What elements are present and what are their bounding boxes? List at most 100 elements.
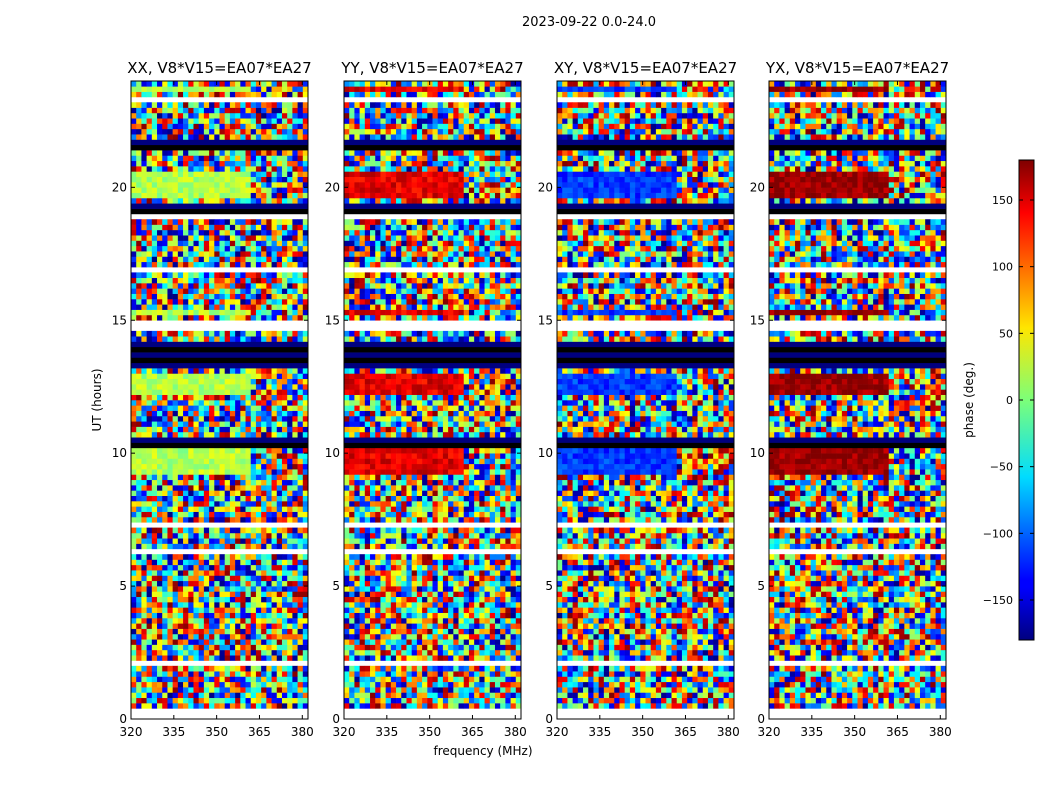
heatmap-cell <box>364 633 371 640</box>
heatmap-cell <box>271 692 278 699</box>
heatmap-cell <box>276 511 283 518</box>
heatmap-cell <box>188 415 194 422</box>
heatmap-cell <box>375 644 381 651</box>
heatmap-cell <box>198 516 205 523</box>
heatmap-cell <box>292 81 298 87</box>
heatmap-cell <box>448 463 454 470</box>
heatmap-cell <box>349 495 355 502</box>
heatmap-cell <box>136 155 142 162</box>
heatmap-cell <box>198 607 205 613</box>
heatmap-cell <box>255 453 262 459</box>
heatmap-cell <box>479 596 485 603</box>
heatmap-cell <box>245 272 252 279</box>
heatmap-cell <box>276 81 283 87</box>
heatmap-cells <box>344 81 522 709</box>
heatmap-cell <box>302 245 309 252</box>
heatmap-cell <box>494 628 501 635</box>
heatmap-cell <box>240 224 246 231</box>
heatmap-cell <box>276 681 283 688</box>
heatmap-cell <box>131 330 137 337</box>
heatmap-cell <box>261 559 267 566</box>
heatmap-cell <box>375 554 381 560</box>
heatmap-cell <box>146 166 153 172</box>
heatmap-cell <box>380 633 386 640</box>
heatmap-cell <box>422 479 428 486</box>
heatmap-cell <box>292 86 298 92</box>
heatmap-cell <box>354 703 360 709</box>
heatmap-cell <box>172 586 179 592</box>
heatmap-cell <box>183 283 189 289</box>
heatmap-cell <box>396 681 402 688</box>
heatmap-cell <box>494 703 501 709</box>
heatmap-cell <box>219 118 226 124</box>
heatmap-cell <box>297 336 304 342</box>
heatmap-cell <box>209 703 215 709</box>
heatmap-cell <box>193 86 199 92</box>
heatmap-cell <box>183 150 189 156</box>
heatmap-cell <box>302 155 309 162</box>
heatmap-cell <box>484 554 491 560</box>
heatmap-cell <box>131 155 137 162</box>
heatmap-cell <box>261 192 267 199</box>
heatmap-cell <box>131 187 137 193</box>
heatmap-cell <box>515 527 522 534</box>
heatmap-cell <box>500 655 506 661</box>
heatmap-cell <box>266 245 272 252</box>
heatmap-cell <box>131 628 137 635</box>
heatmap-cell <box>224 415 231 422</box>
heatmap-cell <box>292 676 298 683</box>
heatmap-cell <box>281 405 288 411</box>
heatmap-cell <box>515 703 522 709</box>
heatmap-cell <box>177 384 184 390</box>
heatmap-cell <box>427 586 433 592</box>
heatmap-cell <box>255 580 262 587</box>
heatmap-cell <box>458 458 465 465</box>
heatmap-cell <box>255 543 262 550</box>
heatmap-cell <box>255 612 262 619</box>
heatmap-cell <box>177 607 184 613</box>
heatmap-cell <box>276 469 283 475</box>
heatmap-cell <box>172 288 179 294</box>
heatmap-cell <box>427 458 433 465</box>
heatmap-cell <box>448 527 454 534</box>
heatmap-cell <box>224 447 231 454</box>
heatmap-cell <box>344 596 350 603</box>
heatmap-cell <box>364 703 371 709</box>
heatmap-cell <box>266 118 272 124</box>
heatmap-cell <box>235 431 241 438</box>
heatmap-cell <box>198 368 205 374</box>
heatmap-cell <box>136 543 142 550</box>
heatmap-cell <box>240 235 246 241</box>
heatmap-cell <box>250 378 257 385</box>
heatmap-cell <box>151 112 158 119</box>
heatmap-cell <box>396 671 402 677</box>
heatmap-cell <box>188 543 194 550</box>
heatmap-cell <box>141 649 147 656</box>
heatmap-cell <box>416 607 423 613</box>
heatmap-cell <box>172 309 179 316</box>
heatmap-cell <box>167 458 173 465</box>
heatmap-cell <box>193 224 199 231</box>
heatmap-cell <box>235 703 241 709</box>
heatmap-cell <box>177 495 184 502</box>
heatmap-cell <box>448 586 454 592</box>
heatmap-cell <box>416 474 423 481</box>
heatmap-cell <box>141 692 147 699</box>
heatmap-cell <box>198 373 205 380</box>
heatmap-cell <box>489 479 496 486</box>
heatmap-cell <box>172 692 179 699</box>
heatmap-cell <box>229 591 236 598</box>
heatmap-cell <box>255 447 262 454</box>
heatmap-cell <box>146 224 153 231</box>
heatmap-cell <box>344 469 350 475</box>
heatmap-cell <box>489 703 496 709</box>
heatmap-cell <box>167 107 173 114</box>
heatmap-cell <box>198 86 205 92</box>
heatmap-cell <box>390 697 397 704</box>
heatmap-cell <box>375 596 381 603</box>
heatmap-cell <box>193 155 199 162</box>
heatmap-cell <box>167 511 173 518</box>
heatmap-cell <box>370 501 376 507</box>
heatmap-cell <box>157 447 163 454</box>
heatmap-cell <box>198 671 205 677</box>
